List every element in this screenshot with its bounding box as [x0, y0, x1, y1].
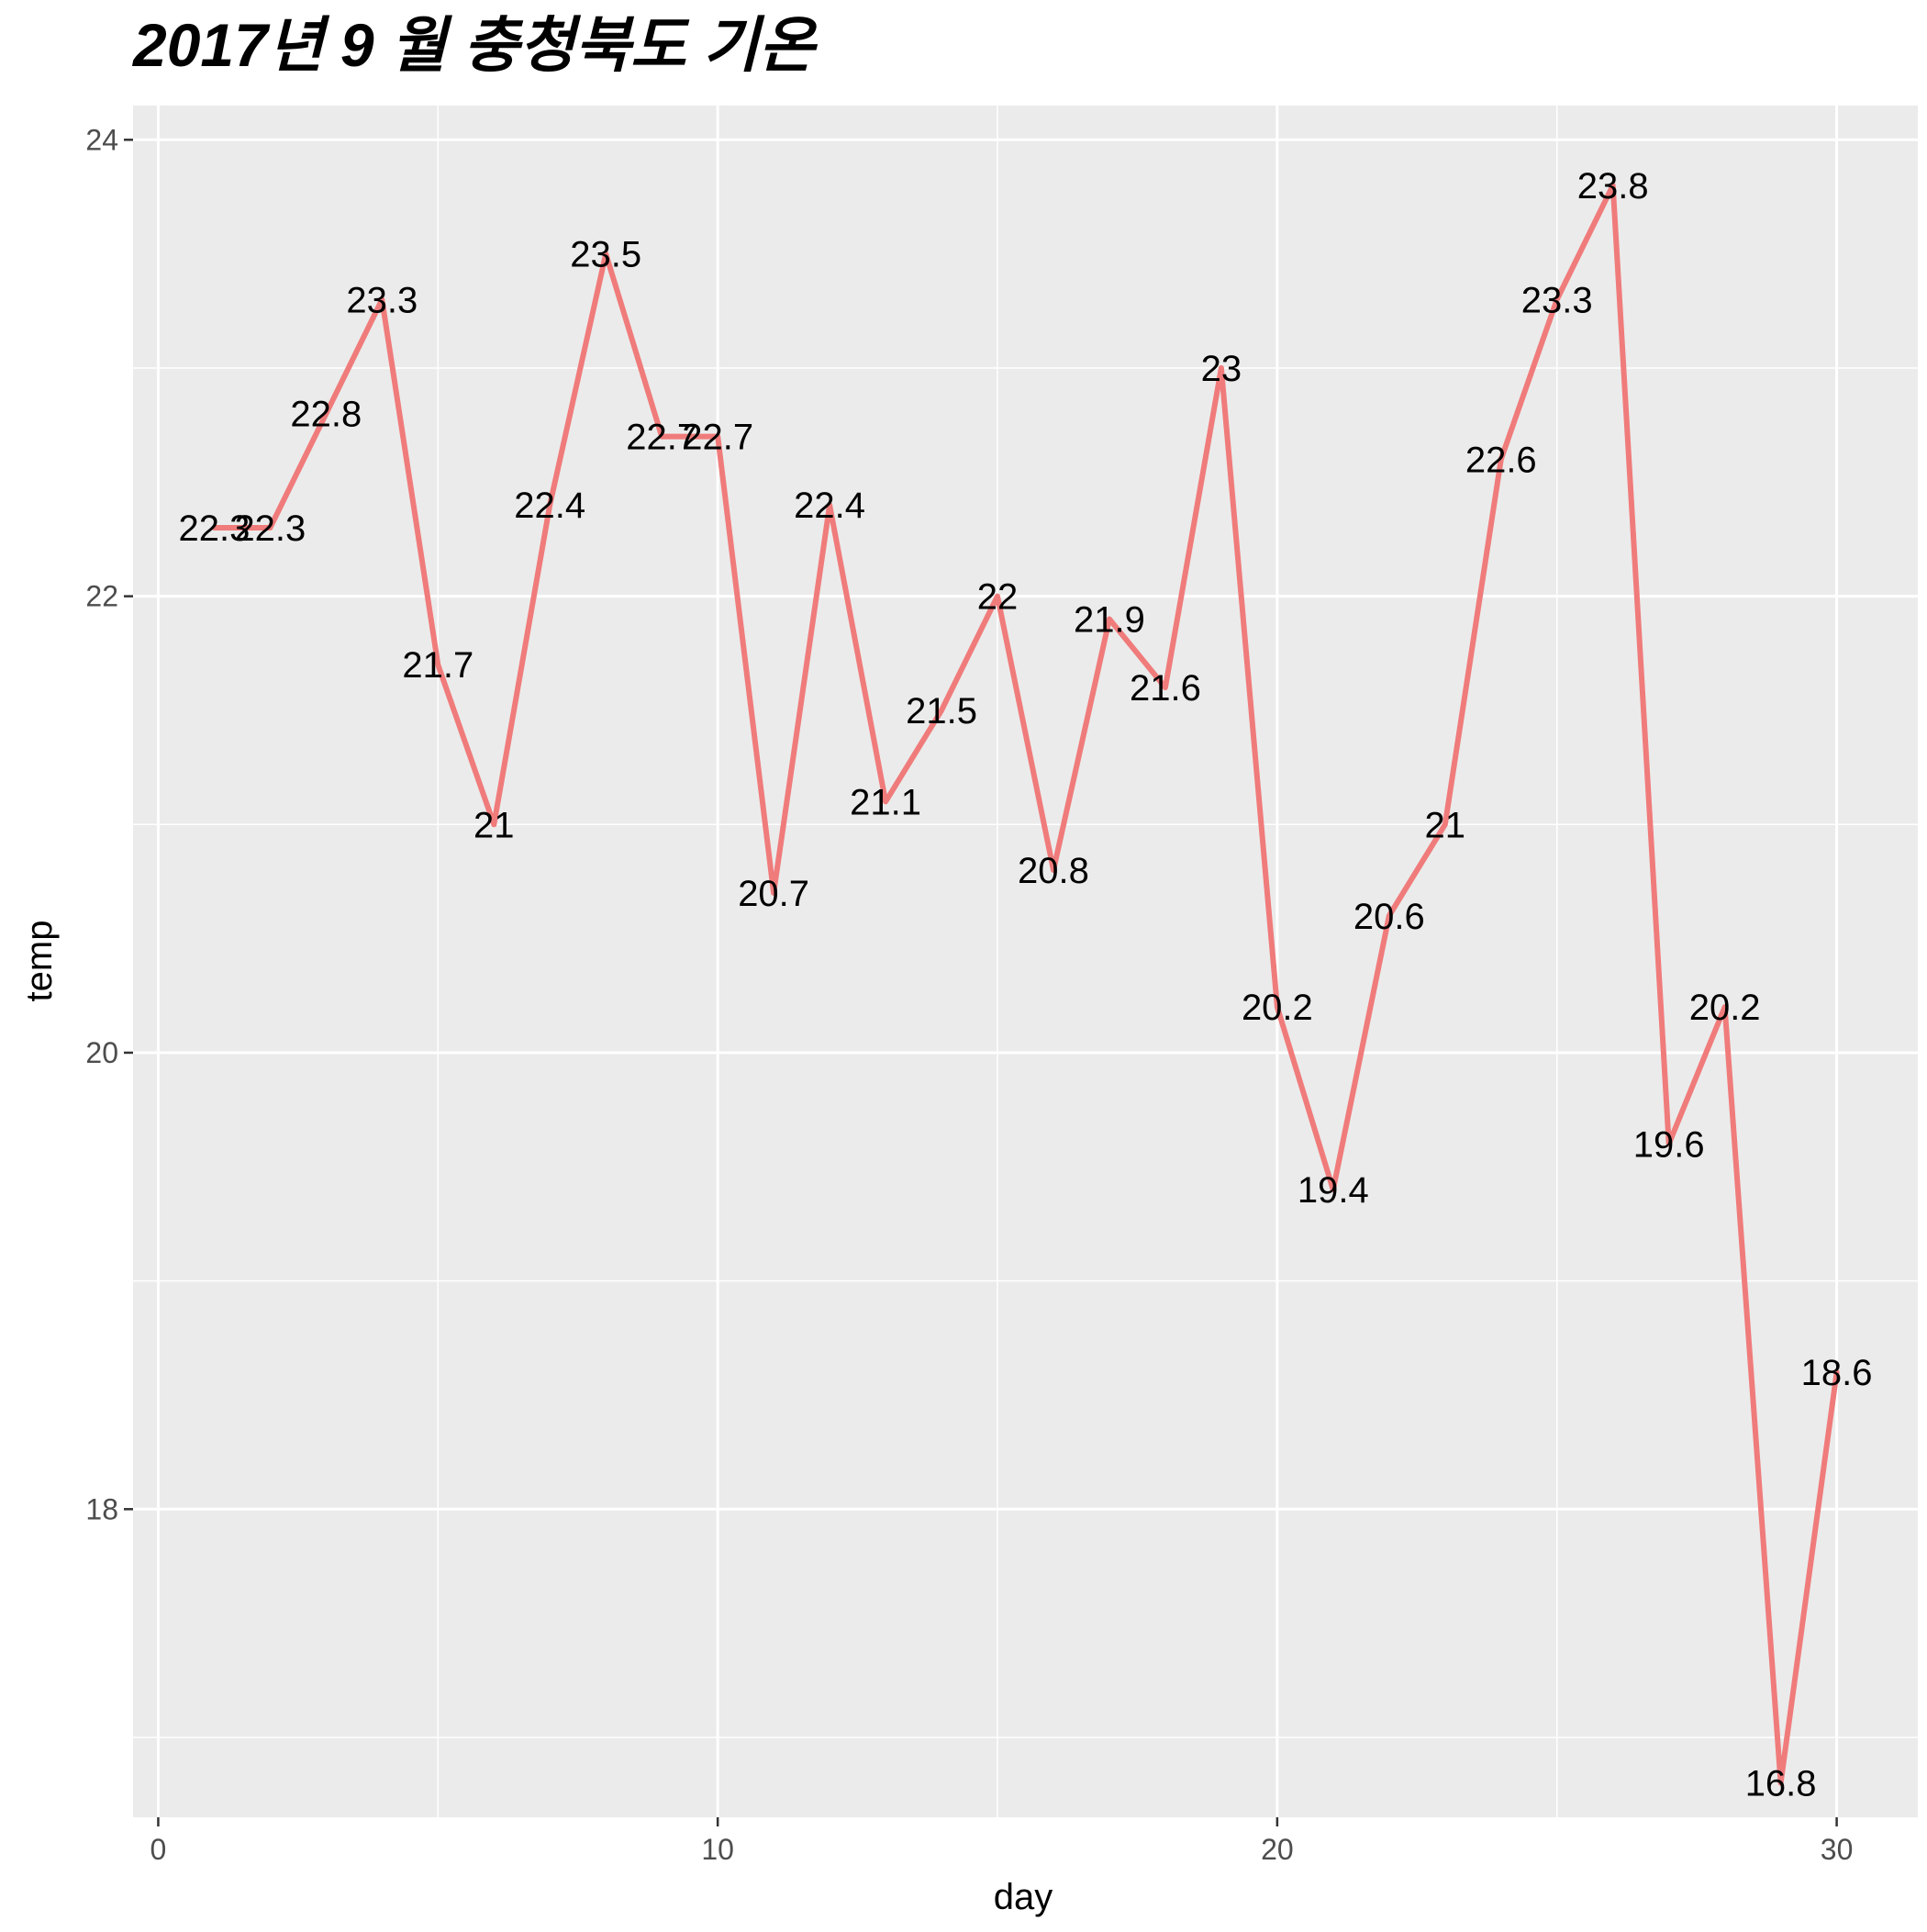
data-label: 22.3: [234, 508, 306, 549]
data-label: 20.2: [1689, 988, 1761, 1028]
data-label: 20.6: [1353, 897, 1425, 937]
y-axis-title: temp: [19, 921, 60, 1002]
data-label: 20.7: [738, 874, 809, 914]
data-label: 21.6: [1130, 668, 1201, 709]
data-label: 22.7: [626, 418, 697, 458]
x-tick-label: 30: [1821, 1833, 1854, 1866]
data-label: 18.6: [1801, 1353, 1873, 1393]
data-label: 21.1: [850, 782, 921, 822]
temp-series-line: [211, 183, 1840, 1786]
data-label: 21.9: [1074, 600, 1145, 641]
data-label: 20.2: [1242, 988, 1313, 1028]
x-axis-title: day: [994, 1877, 1053, 1917]
data-label: 22.4: [514, 486, 585, 526]
y-tick-label: 20: [85, 1036, 118, 1069]
data-label: 19.4: [1298, 1170, 1369, 1211]
minor-gridlines: [133, 106, 1918, 1817]
data-label: 19.6: [1633, 1124, 1705, 1165]
y-tick-label: 22: [85, 580, 118, 613]
y-tick-label: 18: [85, 1492, 118, 1525]
data-labels-layer: 22.322.3 22.8 23.3 21.7 21 22.4 23.5 22.722.7 20…: [178, 166, 1872, 1804]
series-layer: [211, 183, 1840, 1786]
data-label: 23.3: [346, 280, 418, 320]
data-label: 22.6: [1465, 440, 1537, 480]
major-gridlines: [133, 106, 1918, 1817]
x-tick-label: 10: [701, 1833, 734, 1866]
data-label: 16.8: [1745, 1764, 1817, 1804]
data-label: 21.5: [906, 691, 977, 731]
data-label: 21: [473, 805, 515, 845]
x-tick-label: 0: [150, 1833, 167, 1866]
data-label: 22.7: [682, 418, 753, 458]
y-tick-label: 24: [85, 123, 118, 156]
chart-title: 2017년 9 월 충청북도 기온: [131, 11, 819, 79]
y-axis: 18 20 22 24: [85, 123, 133, 1525]
data-label: 23.5: [570, 235, 641, 275]
data-label: 22.4: [794, 486, 865, 526]
x-tick-label: 20: [1261, 1833, 1294, 1866]
data-label: 22.3: [178, 508, 250, 549]
data-label: 22.8: [290, 395, 362, 435]
data-label: 20.8: [1018, 851, 1089, 891]
x-axis: 0 10 20 30: [150, 1817, 1854, 1866]
data-label: 21.7: [402, 645, 473, 686]
data-label: 23.8: [1577, 166, 1649, 207]
data-label: 23.3: [1521, 280, 1593, 320]
data-label: 22: [977, 577, 1019, 618]
data-label: 21: [1425, 805, 1466, 845]
data-label: 23: [1201, 349, 1242, 389]
plot-panel: [133, 106, 1918, 1817]
